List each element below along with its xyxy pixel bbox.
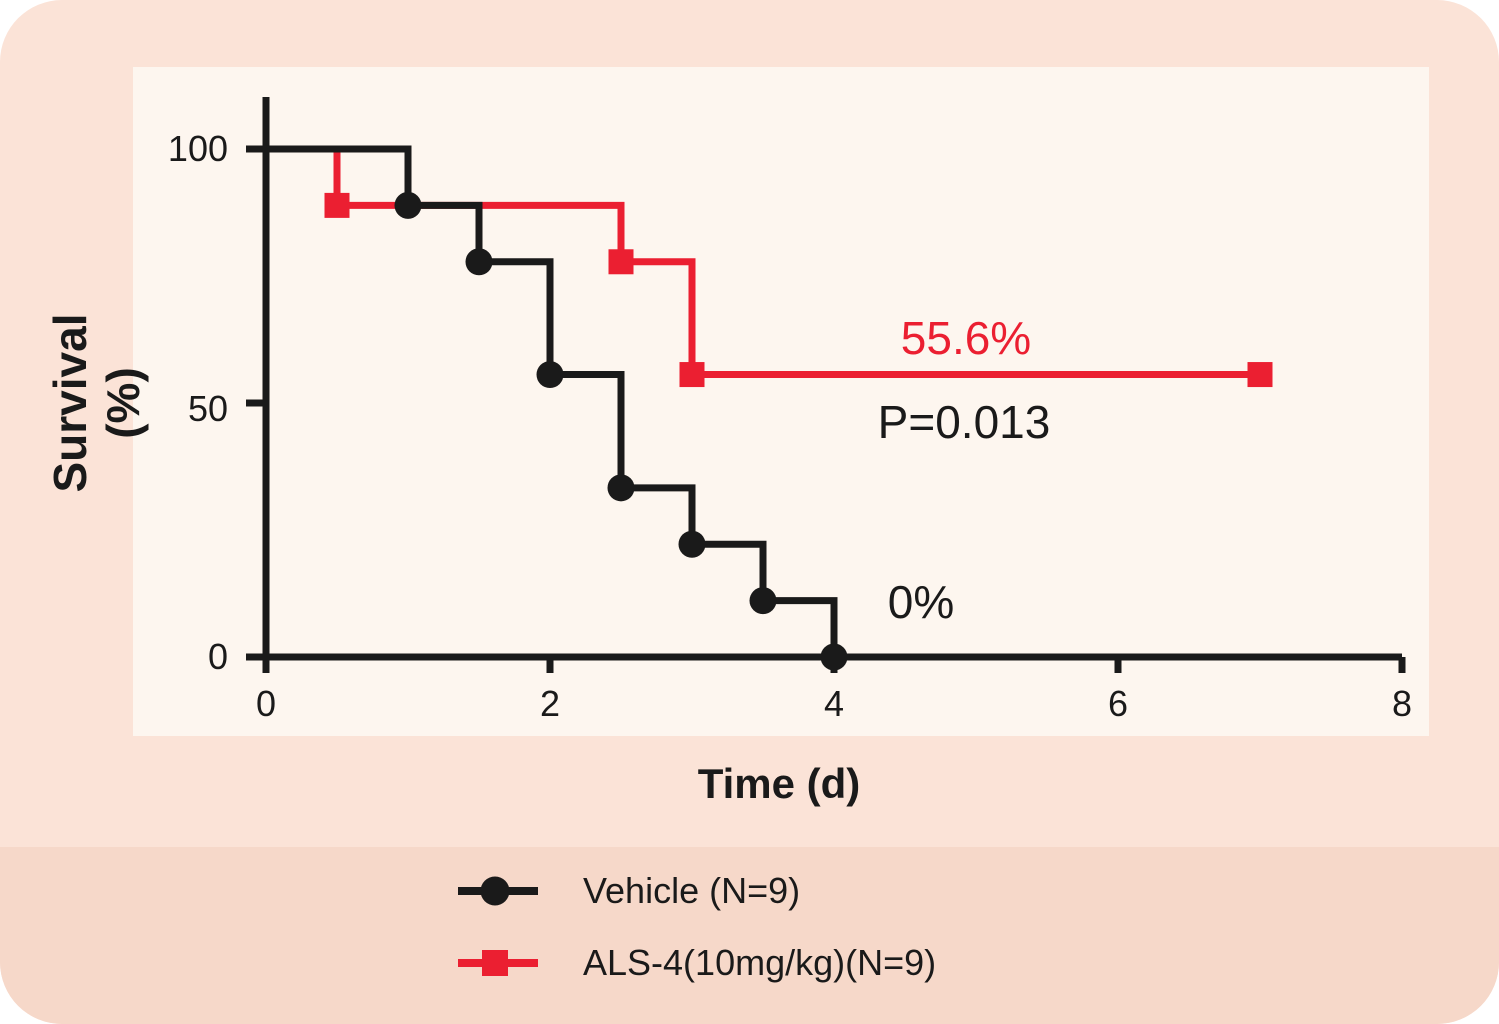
vehicle-legend-marker-icon — [455, 873, 541, 909]
y-tick-label-100: 100 — [167, 128, 228, 169]
y-axis-title-line2: (%) — [97, 367, 149, 439]
vehicle-survival-curve — [266, 145, 838, 657]
als4-marker — [679, 362, 705, 388]
x-tick-label-8: 8 — [1391, 683, 1413, 724]
legend-item-vehicle: Vehicle (N=9) — [455, 870, 801, 911]
vehicle-marker — [749, 587, 777, 615]
x-tick-label-4: 4 — [823, 683, 845, 724]
vehicle-marker — [820, 643, 848, 671]
y-tick-label-0: 0 — [207, 636, 228, 677]
x-tick-label-0: 0 — [255, 683, 277, 724]
x-tick-label-2: 2 — [539, 683, 561, 724]
annotation-vehicle-final-pct: 0% — [887, 576, 955, 628]
vehicle-marker — [536, 361, 564, 389]
legend-item-als4: ALS-4(10mg/kg)(N=9) — [455, 942, 937, 983]
y-axis-title: Survival (%) — [44, 314, 150, 493]
vehicle-marker — [678, 530, 706, 558]
als4-marker — [1247, 362, 1273, 388]
square-series-swatch-icon — [458, 950, 538, 976]
als4-marker — [608, 249, 634, 275]
y-axis-title-line1: Survival — [44, 313, 97, 493]
vehicle-marker — [607, 474, 635, 502]
legend-band — [0, 847, 1499, 1024]
x-tick-label-6: 6 — [1107, 683, 1129, 724]
legend-label-vehicle: Vehicle (N=9) — [583, 870, 801, 911]
vehicle-marker — [394, 191, 422, 219]
als4-legend-marker-icon — [455, 945, 541, 981]
plot-background — [133, 67, 1429, 736]
annotation-p-value: P=0.013 — [877, 396, 1051, 448]
x-axis-title: Time (d) — [697, 760, 861, 807]
als4-marker — [324, 192, 350, 218]
als4-survival-curve — [266, 145, 1260, 379]
circle-series-swatch-icon — [458, 876, 538, 906]
legend-label-als4: ALS-4(10mg/kg)(N=9) — [583, 942, 937, 983]
vehicle-marker — [465, 248, 493, 276]
annotation-als4-final-pct: 55.6% — [900, 312, 1032, 364]
y-tick-label-50: 50 — [187, 388, 228, 429]
